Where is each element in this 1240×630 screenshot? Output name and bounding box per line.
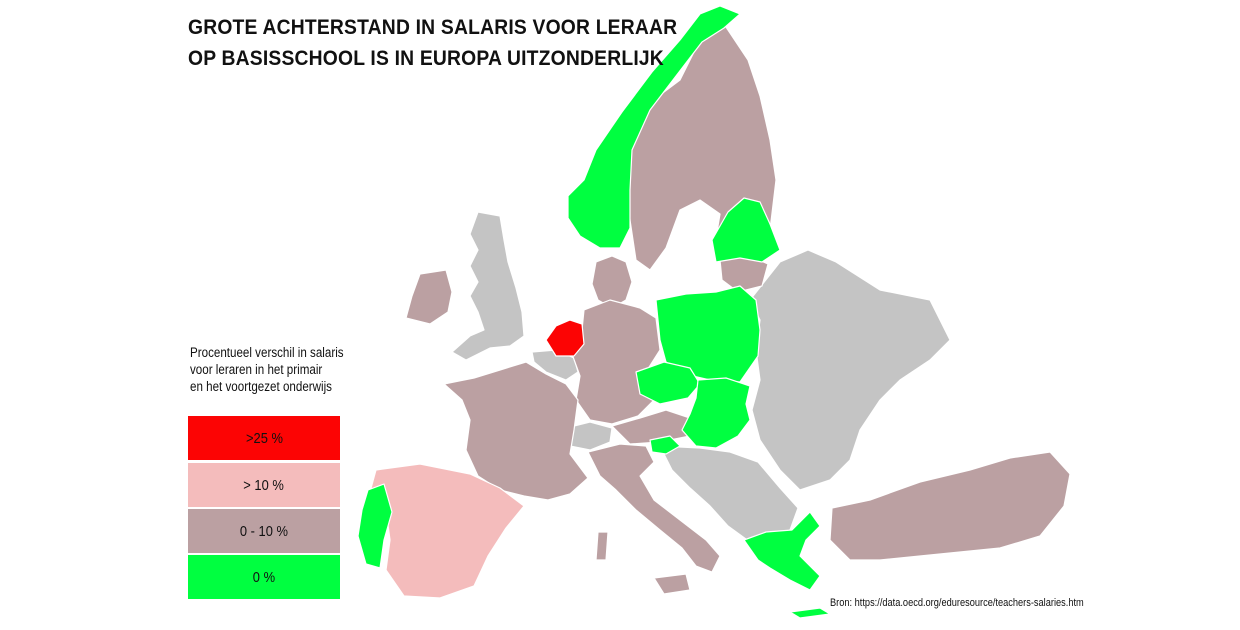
legend-item-over-10: > 10 % (188, 463, 340, 507)
country-greece (743, 511, 831, 619)
legend-item-label: > 10 % (243, 476, 285, 494)
country-ireland (405, 269, 453, 325)
legend-item-label: 0 % (252, 568, 276, 586)
legend-title-line: voor leraren in het primair (190, 362, 323, 377)
country-eastern-europe (749, 249, 951, 491)
source-note: Bron: https://data.oecd.org/eduresource/… (830, 597, 1084, 609)
country-denmark (591, 255, 633, 309)
country-slovenia (649, 435, 681, 455)
country-portugal (357, 483, 393, 569)
legend-item-0: 0 % (188, 555, 340, 599)
title-line-1: GROTE ACHTERSTAND IN SALARIS VOOR LERAAR (188, 16, 678, 39)
country-italy (587, 443, 721, 595)
country-germany (571, 299, 661, 425)
legend-item-label: >25 % (245, 429, 283, 447)
legend-title: Procentueel verschil in salaris voor ler… (190, 344, 344, 395)
legend-title-line: en het voortgezet onderwijs (190, 379, 332, 394)
country-czechia (635, 361, 701, 405)
country-slovakia-hungary (681, 377, 751, 449)
map-title: GROTE ACHTERSTAND IN SALARIS VOOR LERAAR… (188, 12, 678, 74)
country-estonia-latvia (711, 197, 781, 263)
legend-item-over-25: >25 % (188, 416, 340, 460)
country-netherlands (545, 319, 585, 357)
legend-title-line: Procentueel verschil in salaris (190, 345, 344, 360)
country-norway (567, 5, 741, 249)
legend-item-0-10: 0 - 10 % (188, 509, 340, 553)
title-line-2: OP BASISSCHOOL IS IN EUROPA UITZONDERLIJ… (188, 47, 664, 70)
country-united-kingdom (451, 211, 525, 361)
country-france (443, 361, 589, 501)
country-turkey (829, 451, 1071, 561)
legend-item-label: 0 - 10 % (239, 522, 289, 540)
